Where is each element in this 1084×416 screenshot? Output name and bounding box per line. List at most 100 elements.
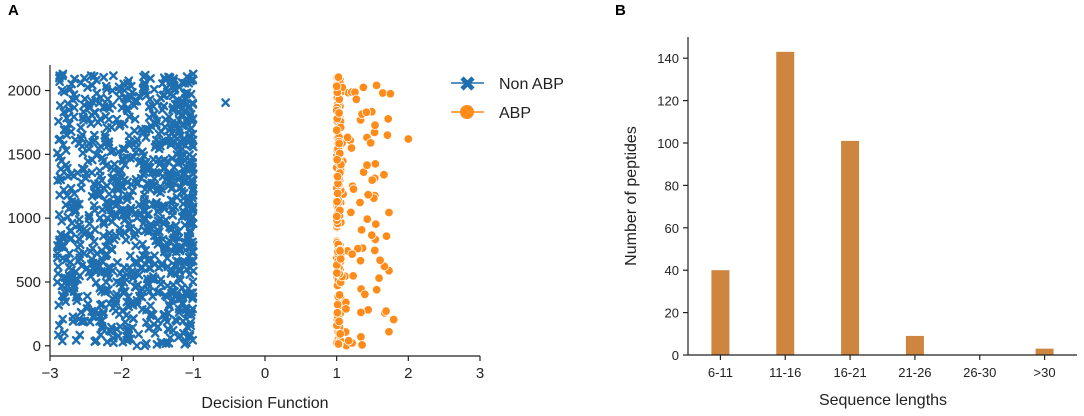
y-tick-label: 120 [657,94,679,109]
non-abp-point [120,144,130,154]
non-abp-point [107,244,117,254]
x-tick-label: 3 [476,365,484,382]
abp-point [371,285,382,295]
non-abp-point [149,84,159,94]
non-abp-point [168,294,178,304]
non-abp-point [109,71,118,81]
non-abp-point [174,308,184,317]
non-abp-point [157,184,166,194]
abp-point [332,308,343,318]
y-tick-label: 40 [665,263,679,278]
non-abp-point [115,205,125,215]
non-abp-point [138,147,147,157]
non-abp-point [144,323,154,333]
non-abp-point [161,313,171,322]
abp-point [384,327,394,337]
non-abp-point [183,137,193,147]
abp-point [360,289,370,300]
non-abp-point [142,318,151,327]
panel-b-bar: 6-11 11-16 16-21 21-26 26-30 >30 0 20 40 60 80 100… [623,37,1077,409]
non-abp-point [131,241,141,251]
non-abp-point [82,291,92,301]
non-abp-point [59,107,69,117]
abp-point [341,304,351,314]
non-abp-point [119,79,129,89]
non-abp-point [71,335,81,345]
non-abp-point [123,177,132,187]
y-tick-label: 60 [665,221,679,236]
non-abp-point [144,102,154,112]
non-abp-point [99,219,109,229]
abp-point [381,231,392,241]
non-abp-point [178,135,188,145]
non-abp-point [124,131,134,141]
non-abp-point [150,251,159,261]
non-abp-point [64,119,74,129]
abp-point [358,82,369,93]
non-abp-point [154,287,164,297]
non-abp-point [80,94,90,104]
non-abp-point [178,110,188,120]
non-abp-point [158,79,167,88]
non-abp-point [180,89,190,99]
non-abp-point [131,143,141,152]
non-abp-point [176,97,186,107]
non-abp-point [156,157,166,166]
panel-a-scatter: −3 −2 −1 0 1 2 3 0 500 1000 1500 2000 Decision Fun… [8,65,564,412]
x-ticks: −3 −2 −1 0 1 2 3 [41,356,484,382]
non-abp-point [162,243,172,252]
non-abp-point [77,261,87,271]
abp-point [332,155,342,165]
abp-point [385,89,396,99]
non-abp-point [53,269,63,279]
non-abp-point [134,329,144,339]
abp-point [388,314,399,325]
non-abp-point [86,119,96,129]
non-abp-point [119,119,129,129]
non-abp-point [87,155,97,165]
non-abp-point [133,178,143,188]
non-abp-point [76,307,86,317]
non-abp-point [69,103,79,113]
non-abp-point [176,183,186,192]
abp-point [335,329,345,339]
non-abp-point [188,277,198,287]
non-abp-point [86,246,95,256]
legend-marker-abp [460,105,474,119]
legend-label-abp: ABP [499,105,531,122]
non-abp-point [182,265,192,274]
y-tick-label: 500 [16,274,41,291]
non-abp-point [156,279,166,289]
non-abp-point [69,112,79,122]
non-abp-point [174,233,184,243]
non-abp-point [181,288,191,298]
non-abp-point [153,322,163,332]
abp-point [371,219,381,229]
non-abp-point [176,146,185,156]
non-abp-point [55,134,65,144]
non-abp-point [101,112,111,121]
non-abp-point [110,182,120,192]
abp-point [379,170,389,180]
non-abp-point [128,314,138,324]
non-abp-point [185,112,195,122]
non-abp-point [161,138,171,147]
non-abp-point [84,267,94,277]
non-abp-point [54,300,64,310]
legend: Non ABP ABP [451,76,564,122]
non-abp-point [107,86,117,95]
non-abp-point [188,186,198,196]
non-abp-point [145,95,155,104]
non-abp-point [118,306,128,316]
non-abp-point [94,144,104,154]
non-abp-point [103,263,113,273]
y-tick-label: 0 [672,348,679,363]
non-abp-point [188,266,198,276]
non-abp-point [55,190,65,200]
x-tick-label: 0 [261,365,269,382]
non-abp-point [88,258,98,268]
non-abp-point [62,113,72,123]
x-tick-label: −1 [185,365,202,382]
abp-point [370,245,380,256]
non-abp-point [149,275,159,284]
